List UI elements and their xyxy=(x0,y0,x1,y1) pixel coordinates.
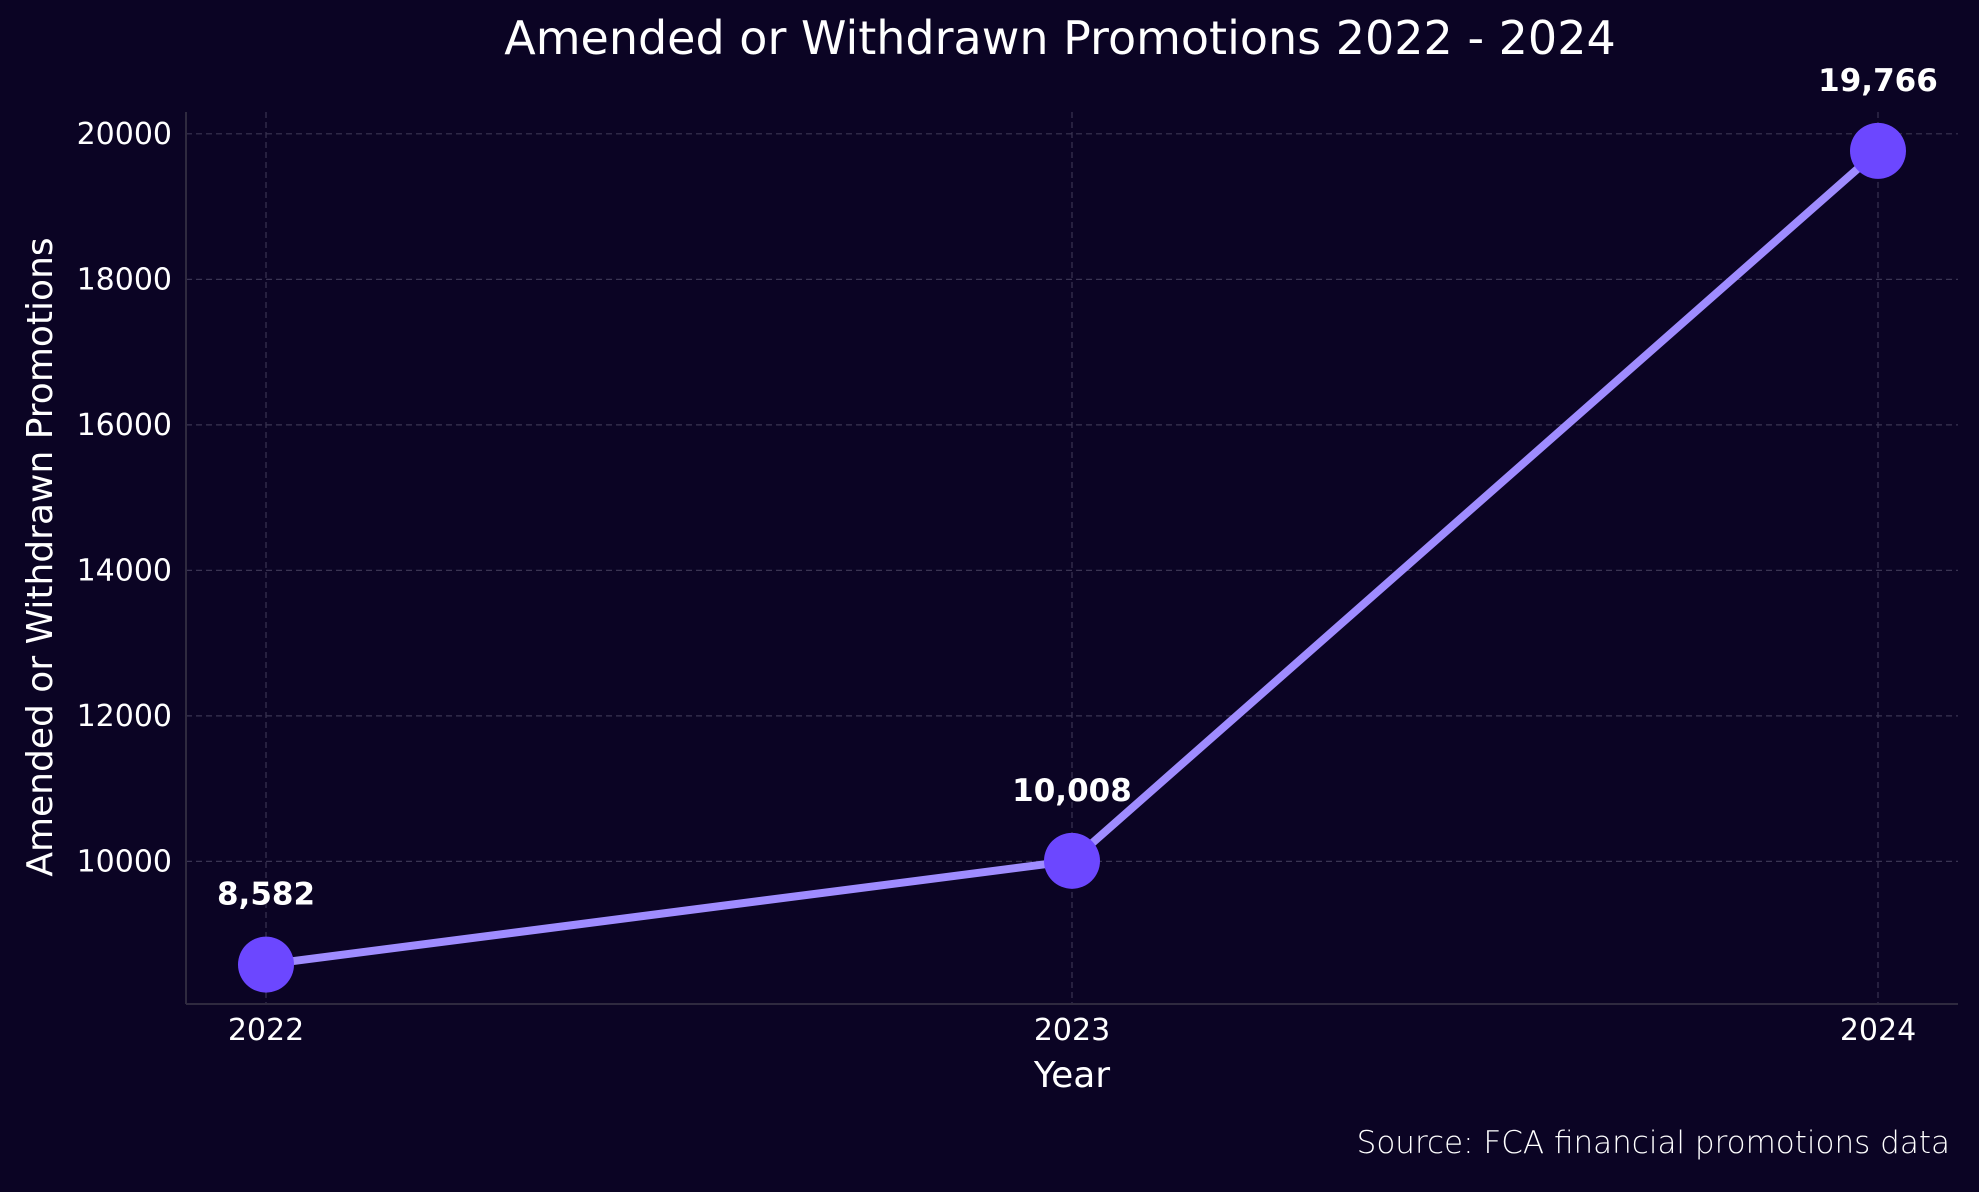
x-tick-label: 2023 xyxy=(1034,1013,1110,1048)
data-markers xyxy=(238,122,1906,993)
y-tick-label: 18000 xyxy=(77,262,172,297)
x-tick-label: 2022 xyxy=(228,1013,304,1048)
y-tick-label: 14000 xyxy=(77,553,172,588)
data-point-marker xyxy=(1850,122,1906,179)
source-note: Source: FCA financial promotions data xyxy=(1357,1125,1950,1161)
x-tick-label: 2024 xyxy=(1840,1013,1916,1048)
data-point-marker xyxy=(238,936,294,993)
y-tick-label: 20000 xyxy=(77,117,172,152)
data-value-label: 19,766 xyxy=(1818,63,1938,99)
data-labels: 8,582 10,008 19,766 xyxy=(217,63,1938,913)
data-value-label: 8,582 xyxy=(217,877,315,913)
x-axis-label: Year xyxy=(1033,1055,1110,1096)
y-tick-label: 12000 xyxy=(77,699,172,734)
data-value-label: 10,008 xyxy=(1012,773,1132,809)
y-tick-label: 16000 xyxy=(77,408,172,443)
x-tick-labels: 2022 2023 2024 xyxy=(228,1013,1916,1048)
y-axis-label: Amended or Withdrawn Promotions xyxy=(20,237,61,876)
data-point-marker xyxy=(1044,832,1100,889)
chart-title: Amended or Withdrawn Promotions 2022 - 2… xyxy=(504,11,1615,65)
axes xyxy=(185,112,1958,1005)
y-tick-label: 10000 xyxy=(77,844,172,879)
y-tick-labels: 10000 12000 14000 16000 18000 20000 xyxy=(77,117,172,880)
